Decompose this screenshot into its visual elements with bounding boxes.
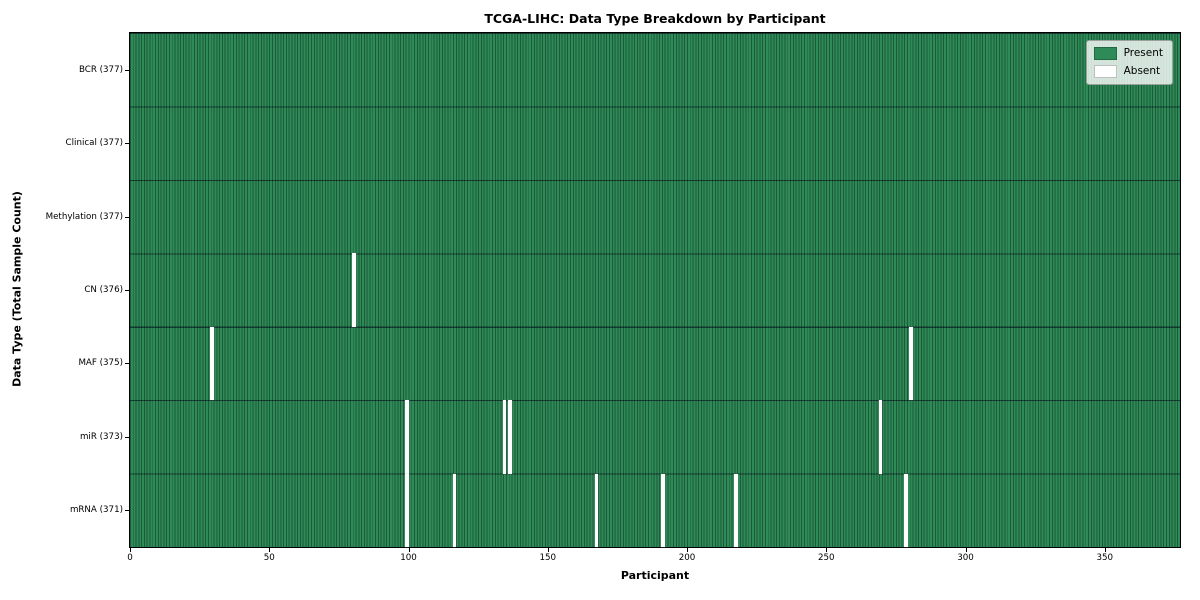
absent-stripe-mRNA-191 bbox=[661, 473, 666, 547]
y-tick-label-Methylation: Methylation (377) bbox=[45, 211, 123, 222]
x-tick-label-250: 250 bbox=[818, 553, 835, 563]
y-tick-mark bbox=[125, 510, 129, 512]
absent-stripe-miR-136 bbox=[508, 400, 513, 474]
x-axis-label: Participant bbox=[620, 569, 690, 582]
x-tick-mark bbox=[687, 548, 688, 552]
absent-stripe-miR-134 bbox=[502, 400, 507, 474]
y-tick-mark bbox=[125, 69, 129, 71]
legend-label: Present bbox=[1123, 47, 1163, 60]
y-tick-mark bbox=[125, 290, 129, 291]
x-tick-mark bbox=[269, 548, 271, 552]
x-tick-mark bbox=[826, 548, 828, 552]
x-tick-label-100: 100 bbox=[400, 553, 417, 563]
absent-stripe-mRNA-167 bbox=[594, 473, 599, 547]
absent-stripe-mRNA-99 bbox=[405, 473, 410, 547]
x-tick-label-300: 300 bbox=[957, 553, 974, 563]
absent-stripe-miR-269 bbox=[878, 400, 883, 474]
absent-stripe-CN-80 bbox=[352, 253, 357, 327]
absent-stripe-mRNA-278 bbox=[903, 473, 908, 547]
legend-swatch-present bbox=[1093, 47, 1117, 60]
y-tick-label-miR: miR (373) bbox=[79, 431, 123, 442]
absent-stripe-mRNA-116 bbox=[452, 473, 457, 547]
x-tick-mark bbox=[1104, 548, 1106, 552]
legend-swatch-absent bbox=[1093, 65, 1117, 78]
x-tick-mark bbox=[965, 548, 967, 552]
legend: Present Absent bbox=[1085, 40, 1173, 85]
y-tick-mark bbox=[125, 436, 129, 438]
legend-label: Absent bbox=[1123, 65, 1161, 78]
absent-stripe-mRNA-217 bbox=[733, 473, 738, 547]
y-tick-mark bbox=[125, 143, 129, 145]
y-tick-mark bbox=[125, 216, 129, 218]
absent-stripe-MAF-29 bbox=[210, 326, 215, 401]
y-tick-label-MAF: MAF (375) bbox=[78, 358, 123, 369]
x-tick-mark bbox=[547, 548, 549, 552]
x-tick-label-200: 200 bbox=[678, 553, 696, 563]
x-tick-label-150: 150 bbox=[539, 553, 557, 563]
legend-item-present: Present bbox=[1093, 47, 1163, 60]
plot-area: Present Absent bbox=[129, 32, 1181, 548]
x-tick-label-0: 0 bbox=[127, 553, 133, 563]
y-tick-label-mRNA: mRNA (371) bbox=[69, 505, 123, 516]
legend-item-absent: Absent bbox=[1093, 65, 1163, 78]
x-tick-mark bbox=[130, 548, 131, 552]
absent-stripe-miR-99 bbox=[405, 400, 410, 474]
y-tick-label-BCR: BCR (377) bbox=[78, 64, 123, 75]
y-tick-mark bbox=[125, 363, 129, 365]
y-tick-label-Clinical: Clinical (377) bbox=[65, 138, 123, 149]
absent-stripe-MAF-280 bbox=[909, 326, 914, 401]
x-tick-label-350: 350 bbox=[1096, 553, 1114, 563]
chart-title: TCGA-LIHC: Data Type Breakdown by Partic… bbox=[484, 11, 826, 26]
x-tick-mark bbox=[408, 548, 410, 552]
y-tick-label-CN: CN (376) bbox=[84, 285, 123, 295]
x-tick-label-50: 50 bbox=[263, 553, 275, 563]
